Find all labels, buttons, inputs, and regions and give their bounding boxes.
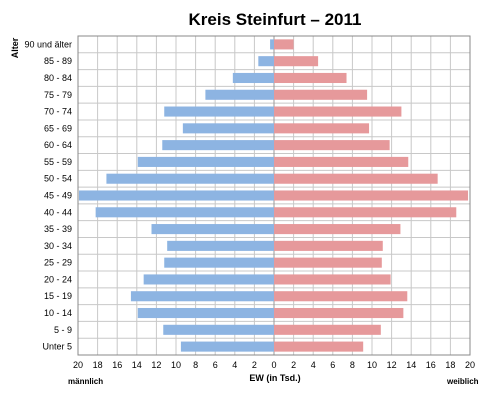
chart-title: Kreis Steinfurt – 2011 [189, 10, 362, 29]
category-label: 40 - 44 [44, 207, 72, 217]
bar-female [274, 291, 408, 302]
bar-male [130, 291, 274, 302]
bar-female [274, 341, 364, 352]
bar-male [167, 240, 274, 251]
bar-female [274, 224, 401, 235]
x-tick-label: 16 [426, 360, 436, 370]
bar-female [274, 156, 409, 167]
bar-male [182, 123, 274, 134]
x-tick-label: 4 [311, 360, 316, 370]
x-tick-labels: 20 18 16 14 12 10 8 6 4 2 0 2 4 6 8 10 12 14 16 18 20 [73, 360, 475, 370]
bar-female [274, 173, 438, 184]
bar-male [95, 207, 274, 218]
category-label: Unter 5 [42, 342, 72, 352]
bar-female [274, 257, 382, 268]
category-label: 80 - 84 [44, 73, 72, 83]
category-label: 85 - 89 [44, 56, 72, 66]
bar-female [274, 324, 381, 335]
bar-male [258, 56, 274, 67]
y-axis-label: Alter [10, 37, 20, 58]
bar-male [163, 324, 274, 335]
plot-frame [77, 35, 471, 356]
bars [78, 39, 469, 352]
x-tick-label: 16 [112, 360, 122, 370]
bar-male [137, 307, 274, 319]
x-tick-label: 2 [291, 360, 296, 370]
x-tick-label: 14 [132, 360, 142, 370]
bar-female [274, 123, 370, 134]
bar-male [164, 106, 274, 117]
category-label: 65 - 69 [44, 123, 72, 133]
bar-male [180, 341, 274, 352]
bar-male [143, 274, 274, 285]
bar-female [274, 56, 319, 67]
category-label: 55 - 59 [44, 157, 72, 167]
category-label: 90 und älter [24, 39, 72, 49]
category-labels: 90 und älter 85 - 89 80 - 84 75 - 79 70 - 74… [24, 39, 72, 351]
category-label: 25 - 29 [44, 258, 72, 268]
bar-female [274, 274, 391, 285]
x-tick-label: 2 [252, 360, 257, 370]
bar-female [274, 89, 368, 100]
x-tick-label: 6 [330, 360, 335, 370]
bar-female [274, 190, 469, 201]
x-tick-label: 6 [213, 360, 218, 370]
bar-male [270, 39, 274, 50]
category-label: 15 - 19 [44, 291, 72, 301]
bar-female [274, 207, 457, 218]
bar-male [78, 190, 274, 201]
bar-female [274, 39, 294, 50]
bar-male [162, 140, 274, 151]
bar-male [232, 72, 274, 84]
category-label: 35 - 39 [44, 224, 72, 234]
bar-female [274, 240, 383, 251]
bar-female [274, 106, 402, 117]
category-label: 20 - 24 [44, 274, 72, 284]
x-tick-label: 0 [271, 360, 276, 370]
right-side-label: weiblich [446, 377, 479, 386]
category-label: 45 - 49 [44, 191, 72, 201]
category-label: 70 - 74 [44, 107, 72, 117]
x-tick-label: 12 [151, 360, 161, 370]
x-tick-label: 10 [367, 360, 377, 370]
category-label: 30 - 34 [44, 241, 72, 251]
x-tick-label: 10 [171, 360, 181, 370]
x-tick-label: 14 [406, 360, 416, 370]
x-tick-label: 20 [73, 360, 83, 370]
x-tick-label: 20 [465, 360, 475, 370]
x-tick-label: 12 [387, 360, 397, 370]
x-tick-label: 8 [350, 360, 355, 370]
x-tick-label: 8 [193, 360, 198, 370]
x-tick-label: 4 [232, 360, 237, 370]
category-label: 60 - 64 [44, 140, 72, 150]
category-label: 10 - 14 [44, 308, 72, 318]
x-tick-label: 18 [445, 360, 455, 370]
bar-female [274, 72, 347, 84]
category-label: 75 - 79 [44, 90, 72, 100]
bar-male [164, 257, 274, 268]
bar-female [274, 307, 404, 319]
bar-male [106, 173, 274, 184]
x-axis-label: EW (in Tsd.) [249, 373, 300, 383]
left-side-label: männlich [68, 377, 103, 386]
bar-female [274, 140, 390, 151]
bar-male [205, 89, 274, 100]
bar-male [151, 224, 274, 235]
category-label: 50 - 54 [44, 174, 72, 184]
category-label: 5 - 9 [54, 325, 72, 335]
x-tick-label: 18 [93, 360, 103, 370]
bar-male [137, 156, 274, 167]
